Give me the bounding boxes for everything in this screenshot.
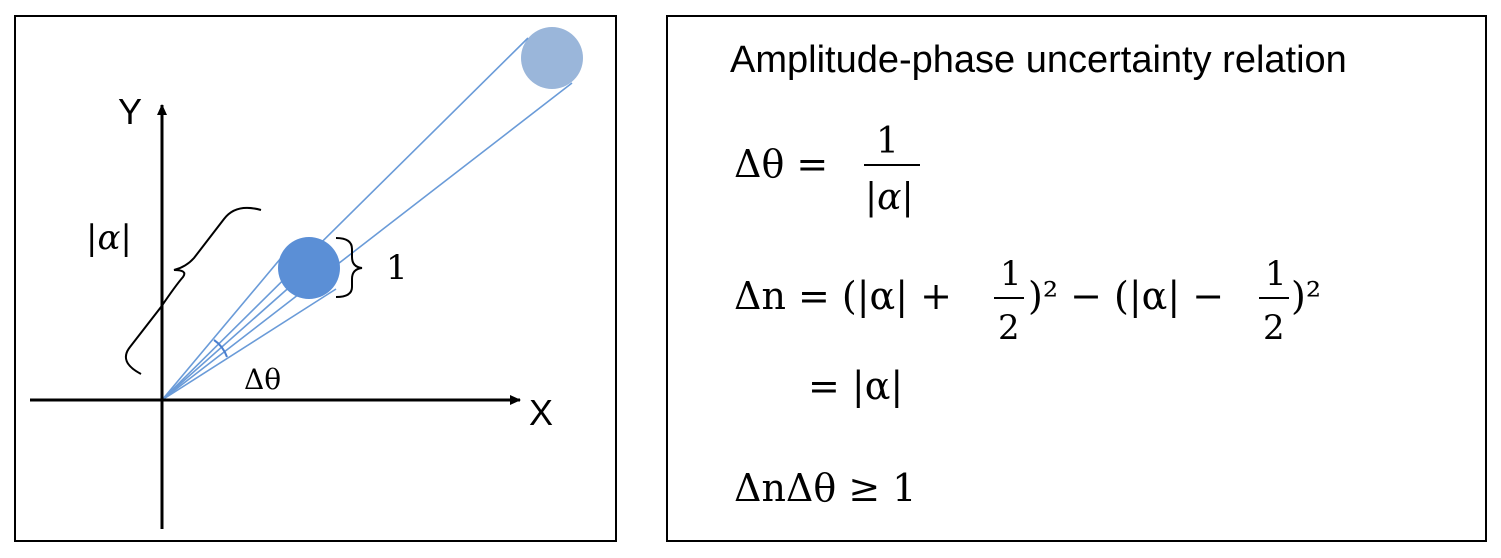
delta-theta-label: Δθ xyxy=(244,363,281,396)
eq1-denominator: |α| xyxy=(865,177,914,218)
ray-far-lower xyxy=(161,82,573,401)
eq1-numerator: 1 xyxy=(876,121,899,162)
eq2-half2-denominator: 2 xyxy=(1263,308,1285,348)
near-coherent-state-circle xyxy=(278,237,340,299)
eq2-middle: )² − (|α| − xyxy=(1028,274,1224,318)
formula-title: Amplitude-phase uncertainty relation xyxy=(730,39,1347,81)
ray-far-upper xyxy=(161,37,529,401)
ray-near-lower xyxy=(161,288,337,401)
eq2-half-denominator: 2 xyxy=(998,308,1020,348)
one-label: 1 xyxy=(386,248,408,288)
one-brace xyxy=(335,237,363,298)
eq2-end: )² xyxy=(1291,274,1321,318)
delta-theta-arc xyxy=(213,339,228,358)
eq3: = |α| xyxy=(808,364,903,408)
ray-near-upper xyxy=(161,251,287,401)
y-axis-label: Y xyxy=(118,91,142,132)
ray-near-center xyxy=(161,267,312,401)
eq2-lhs: Δn = (|α| + xyxy=(734,274,952,318)
formula-block: Δθ = 1 |α| Δn = (|α| + 1 2 )² − (|α| − 1… xyxy=(734,121,1321,510)
phase-diagram: Y X |α| 1 Δθ xyxy=(30,27,583,529)
eq1-lhs: Δθ = xyxy=(734,142,828,186)
diagram-panel: Y X |α| 1 Δθ xyxy=(14,15,617,542)
alpha-brace xyxy=(124,206,262,375)
x-axis-label: X xyxy=(529,392,553,433)
eq2-half2-numerator: 1 xyxy=(1265,254,1287,294)
formula-panel: Amplitude-phase uncertainty relation Δθ … xyxy=(666,15,1487,542)
far-coherent-state-circle xyxy=(521,27,583,89)
eq4: ΔnΔθ ≥ 1 xyxy=(734,466,916,510)
eq2-half-numerator: 1 xyxy=(1000,254,1022,294)
alpha-label: |α| xyxy=(86,218,132,258)
